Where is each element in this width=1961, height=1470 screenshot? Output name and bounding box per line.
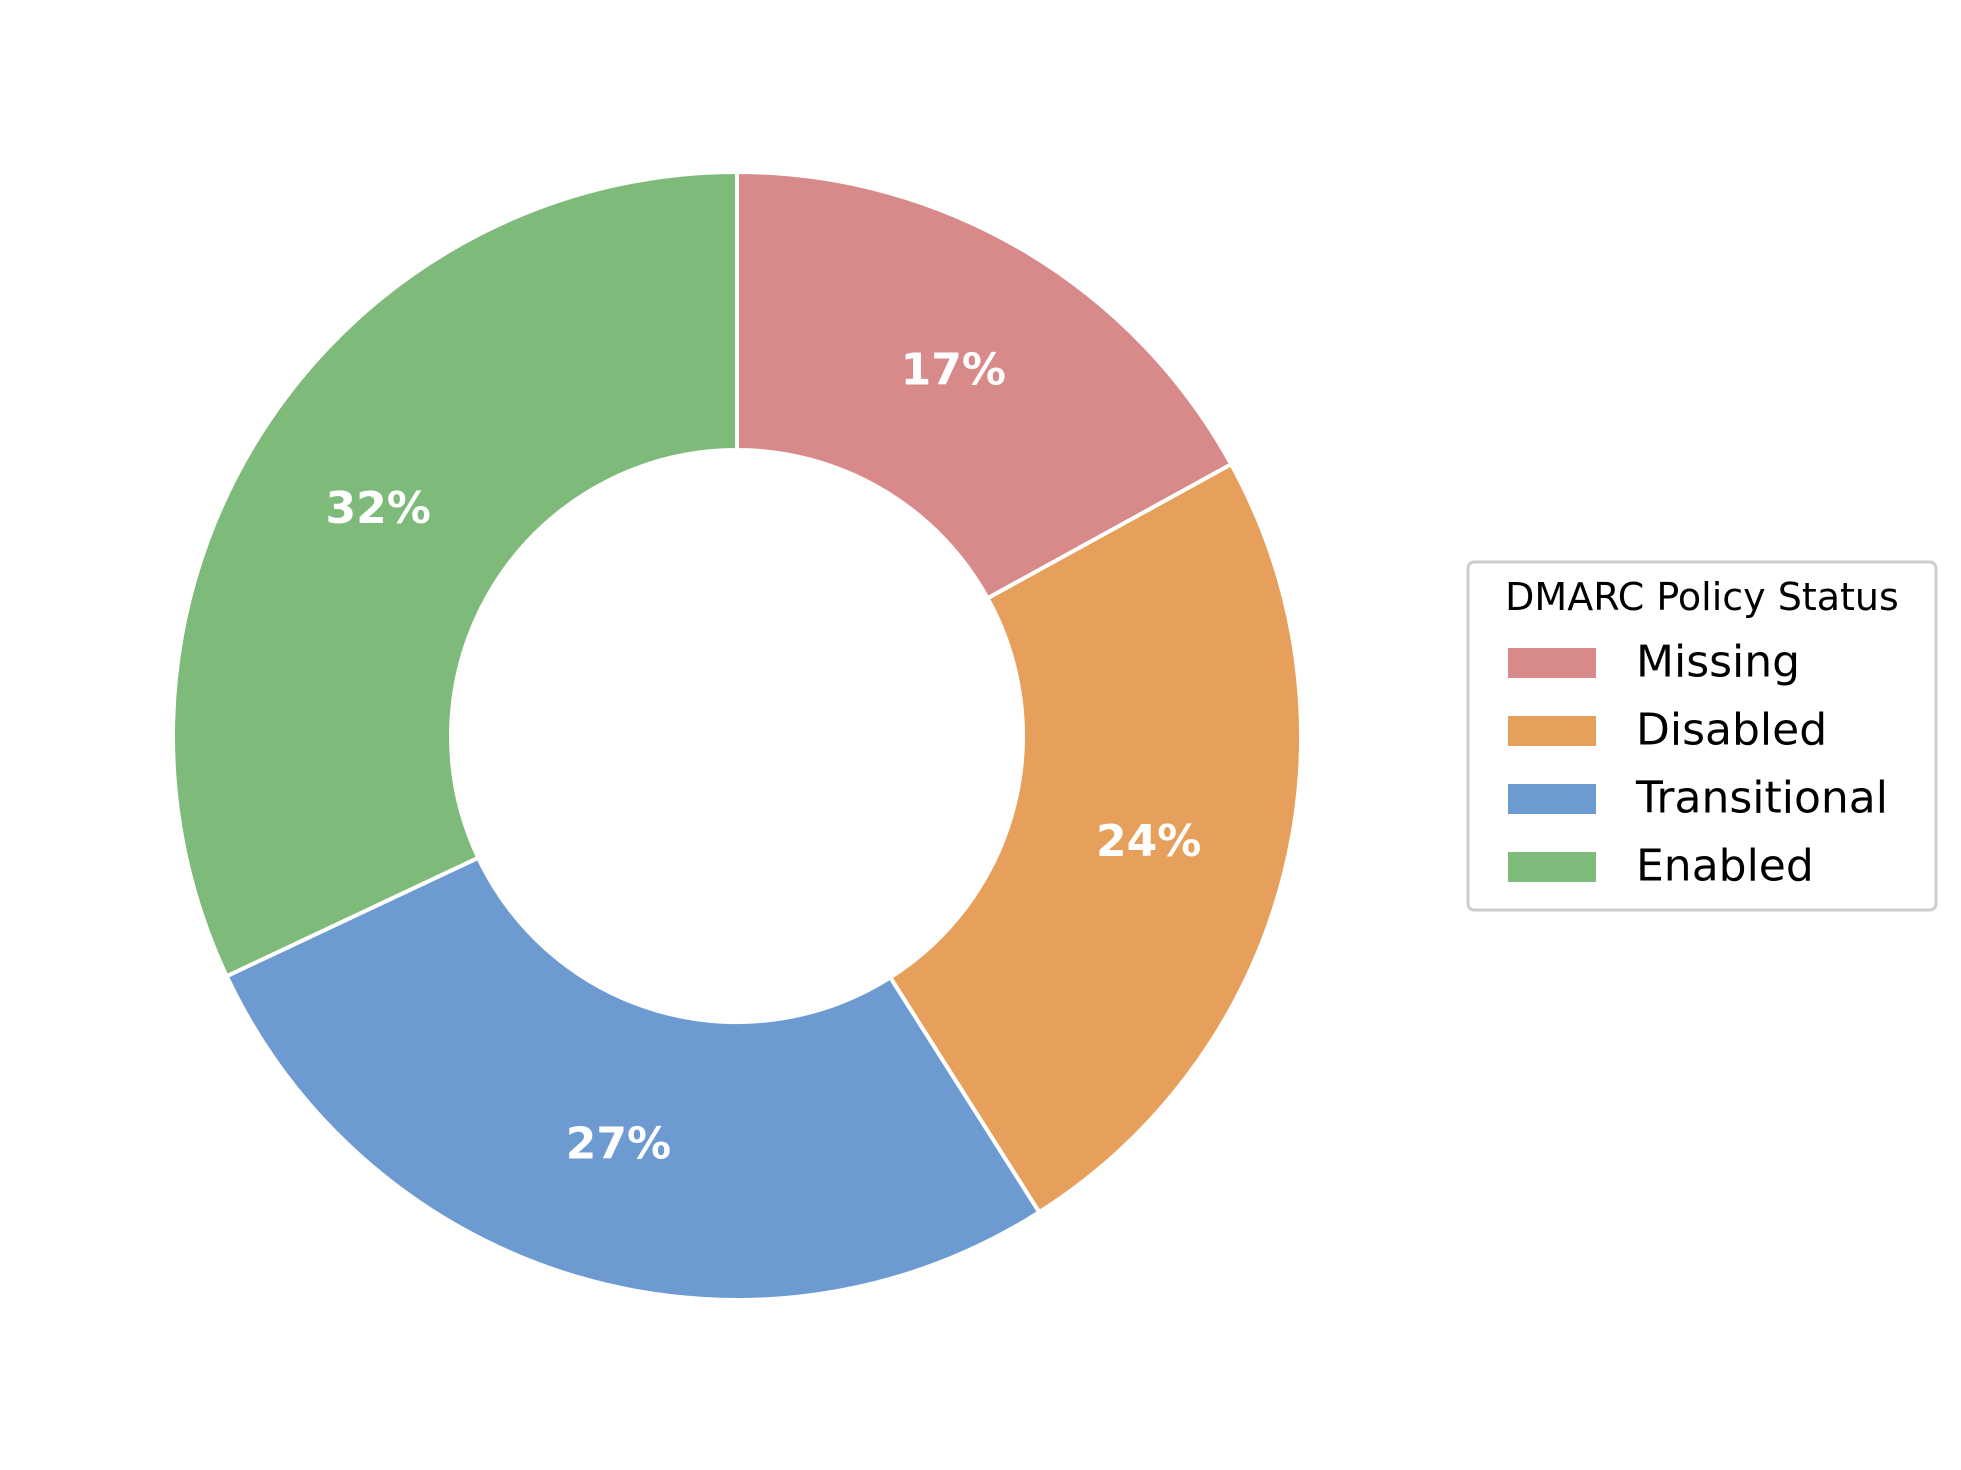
- legend-swatch-transitional: [1508, 784, 1596, 814]
- donut-slice-labels: 17% 24% 27% 32%: [325, 345, 1201, 1170]
- slice-missing: [735, 170, 1234, 601]
- legend-label-disabled: Disabled: [1636, 705, 1827, 756]
- slice-enabled: [171, 170, 739, 979]
- legend-label-missing: Missing: [1636, 637, 1800, 688]
- legend-swatch-missing: [1508, 648, 1596, 678]
- legend: DMARC Policy Status Missing Disabled Trans…: [1466, 560, 1938, 912]
- legend-swatch-enabled: [1508, 852, 1596, 882]
- slice-label-missing: 17%: [901, 345, 1006, 396]
- legend-swatch-disabled: [1508, 716, 1596, 746]
- legend-label-enabled: Enabled: [1636, 841, 1814, 892]
- legend-items: Missing Disabled Transitional Enabled: [1508, 637, 1888, 892]
- legend-label-transitional: Transitional: [1635, 773, 1888, 824]
- slice-label-enabled: 32%: [325, 483, 430, 534]
- slice-disabled: [888, 462, 1303, 1215]
- donut-slices: [171, 170, 1303, 1302]
- slice-label-transitional: 27%: [566, 1119, 671, 1170]
- slice-transitional: [224, 855, 1042, 1302]
- slice-label-disabled: 24%: [1096, 816, 1201, 867]
- legend-title: DMARC Policy Status: [1505, 575, 1899, 619]
